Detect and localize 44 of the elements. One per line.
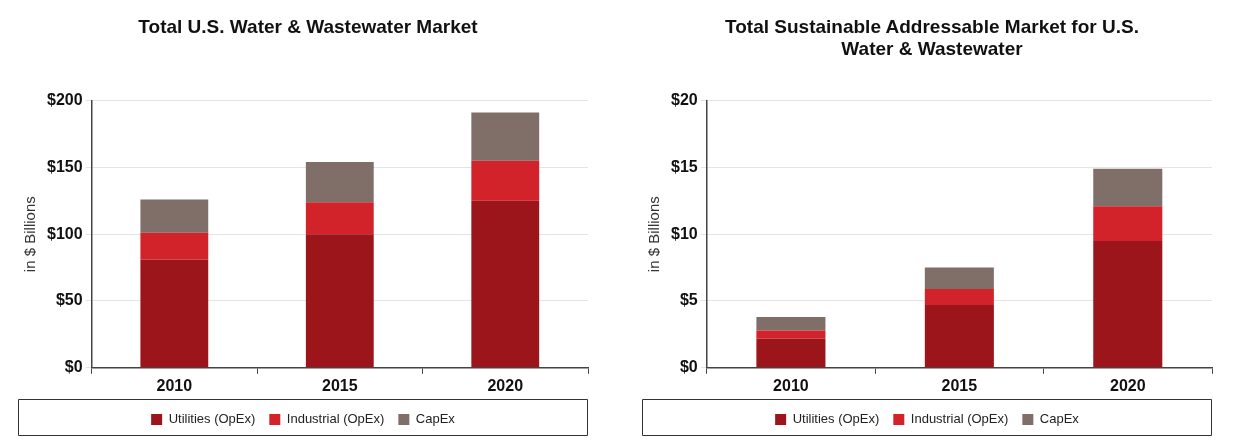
- bar: [305, 202, 374, 235]
- chart-title: Total U.S. Water & Wastewater Market: [137, 15, 479, 39]
- legend-label: Industrial (OpEx): [910, 411, 1009, 427]
- legend-label: Utilities (OpEx): [792, 411, 880, 427]
- x-tick-label: 2015: [941, 376, 978, 394]
- bar: [756, 330, 826, 339]
- legend-label: Industrial (OpEx): [286, 411, 385, 427]
- legend-label: CapEx: [1039, 411, 1080, 427]
- bar: [305, 162, 374, 203]
- x-tick-label: 2015: [322, 376, 358, 394]
- bar: [924, 267, 994, 289]
- bar: [1093, 206, 1163, 241]
- y-tick-label: $0: [679, 358, 698, 376]
- y-tick-label: $20: [670, 91, 698, 109]
- y-axis-title: in $ Billions: [645, 196, 663, 273]
- y-tick-label: $15: [670, 157, 698, 175]
- x-tick-label: 2020: [1109, 376, 1146, 394]
- bar: [305, 234, 374, 368]
- bar: [756, 317, 826, 331]
- bar: [756, 338, 826, 368]
- y-tick-label: $200: [47, 91, 83, 109]
- chart-title: Total Sustainable Addressable Market for U.S. Water & Wastewater: [724, 15, 1140, 61]
- bar: [471, 160, 540, 201]
- bar: [1093, 240, 1163, 368]
- x-tick-label: 2010: [773, 376, 809, 394]
- bar: [140, 259, 209, 368]
- bar: [140, 199, 209, 233]
- y-axis-title: in $ Billions: [21, 196, 39, 273]
- bar: [471, 112, 540, 161]
- x-tick-label: 2010: [156, 376, 193, 394]
- y-tick-label: $10: [670, 224, 698, 242]
- bar: [140, 232, 209, 260]
- y-tick-label: $0: [64, 358, 83, 376]
- bar: [1093, 168, 1163, 207]
- y-tick-label: $5: [679, 291, 698, 309]
- bar: [471, 200, 540, 368]
- legend-label: CapEx: [415, 411, 456, 427]
- y-tick-label: $150: [47, 157, 83, 175]
- bar: [924, 288, 994, 306]
- legend-label: Utilities (OpEx): [168, 411, 256, 427]
- y-tick-label: $50: [55, 291, 83, 309]
- bar: [924, 305, 994, 368]
- y-tick-label: $100: [47, 224, 83, 242]
- x-tick-label: 2020: [487, 376, 524, 394]
